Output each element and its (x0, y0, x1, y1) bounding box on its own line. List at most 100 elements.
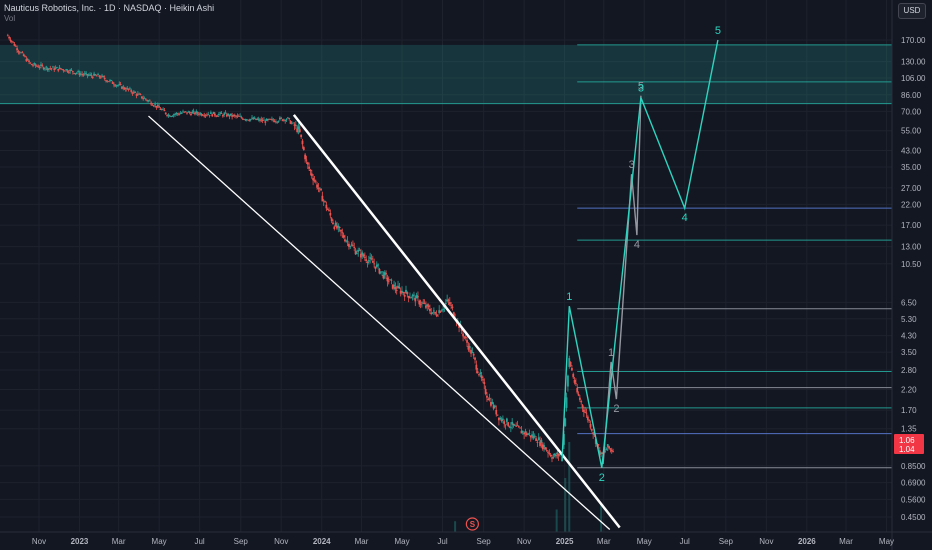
candle-body (293, 124, 296, 126)
candle-body (393, 284, 395, 287)
candle-body (466, 340, 468, 343)
candle-body (495, 409, 498, 415)
candle-body (415, 295, 418, 299)
candle-body (374, 266, 377, 269)
candle-body (401, 290, 403, 293)
x-tick-label: Jul (437, 537, 447, 546)
candle-body (245, 119, 248, 121)
candle-body (172, 114, 175, 116)
candle-body (134, 92, 137, 93)
candle-body (244, 119, 247, 121)
candle-body (574, 383, 577, 384)
candle-body (439, 311, 442, 313)
x-tick-label: May (394, 537, 409, 546)
candle-body (531, 434, 533, 436)
candle-body (421, 302, 423, 304)
candle-body (281, 119, 284, 121)
candle-body (590, 429, 593, 431)
wave-counts: 1 2 3 4 5 1 2 3 4 5 (561, 25, 721, 484)
candle-body (36, 65, 38, 67)
candle-body (547, 451, 549, 453)
wave-label: 4 (634, 239, 640, 251)
supply-zone (0, 44, 892, 104)
candle-body (428, 308, 431, 312)
candle-body (348, 243, 350, 247)
candle-body (346, 240, 349, 242)
candle-body (8, 36, 11, 39)
x-tick-label: Mar (112, 537, 126, 546)
candle-body (296, 128, 299, 133)
candle-body (195, 111, 198, 113)
candle-body (370, 258, 373, 260)
candle-body (138, 93, 141, 95)
candle-body (93, 73, 95, 76)
wave-label: 1 (608, 347, 614, 359)
candle-body (407, 296, 410, 298)
x-tick-label: Sep (234, 537, 249, 546)
candle-body (406, 292, 409, 295)
candle-body (10, 41, 13, 42)
candle-body (264, 121, 267, 123)
candle-body (576, 387, 579, 393)
candle-body (97, 74, 99, 76)
candle-body (606, 444, 609, 447)
candle-body (53, 68, 56, 71)
volume-bar (600, 505, 603, 532)
candle-body (565, 397, 568, 408)
candle-body (70, 69, 73, 71)
candle-body (604, 450, 606, 452)
candle-body (276, 121, 279, 123)
candle-body (200, 114, 203, 116)
candle-body (42, 67, 45, 70)
candle-body (528, 433, 531, 435)
candle-body (179, 113, 182, 115)
candle-body (605, 449, 608, 451)
candle-body (240, 116, 243, 118)
candle-body (312, 178, 314, 181)
candle-body (553, 453, 556, 456)
candle-body (326, 209, 329, 210)
candle-body (354, 251, 357, 255)
currency-button[interactable]: USD (898, 3, 926, 19)
candle-body (389, 279, 391, 281)
candle-body (261, 120, 264, 122)
candle-body (458, 324, 460, 329)
candle-body (162, 108, 165, 110)
candle-body (288, 117, 291, 119)
candle-body (585, 412, 588, 414)
channel-line-upper (292, 114, 621, 529)
candle-body (110, 80, 113, 81)
candle-body (592, 432, 595, 435)
candle-body (478, 374, 480, 376)
candle-body (539, 441, 541, 446)
candle-body (357, 250, 360, 252)
candle-body (578, 397, 581, 400)
candle-body (73, 72, 76, 74)
candle-body (289, 121, 292, 124)
candle-body (180, 113, 183, 114)
candle-body (470, 349, 472, 354)
volume-bar (564, 478, 567, 532)
wave-label: 3 (638, 83, 644, 95)
candle-body (263, 119, 265, 121)
event-marker-label: S (470, 520, 476, 529)
candle-body (123, 87, 126, 90)
candle-body (414, 298, 417, 302)
y-tick-label: 22.00 (901, 200, 922, 209)
y-axis[interactable]: 0.4500 0.5600 0.6900 0.8500 1.35 1.70 2.20 2.80… (891, 0, 932, 550)
candle-body (601, 452, 604, 454)
candle-body (171, 116, 174, 117)
candle-body (338, 226, 341, 228)
x-tick-label: Nov (32, 537, 46, 546)
candle-body (328, 210, 330, 211)
candle-body (243, 119, 245, 121)
x-axis[interactable]: Nov 2023 Mar May Jul Sep Nov 2024 Mar May Jul Sep No… (0, 531, 932, 546)
x-tick-label: 2024 (313, 537, 331, 546)
candle-body (446, 299, 449, 302)
candle-body (294, 125, 297, 126)
candle-body (13, 43, 16, 46)
candle-body (511, 421, 514, 425)
event-marker[interactable]: S (465, 517, 479, 531)
candle-body (69, 69, 72, 72)
